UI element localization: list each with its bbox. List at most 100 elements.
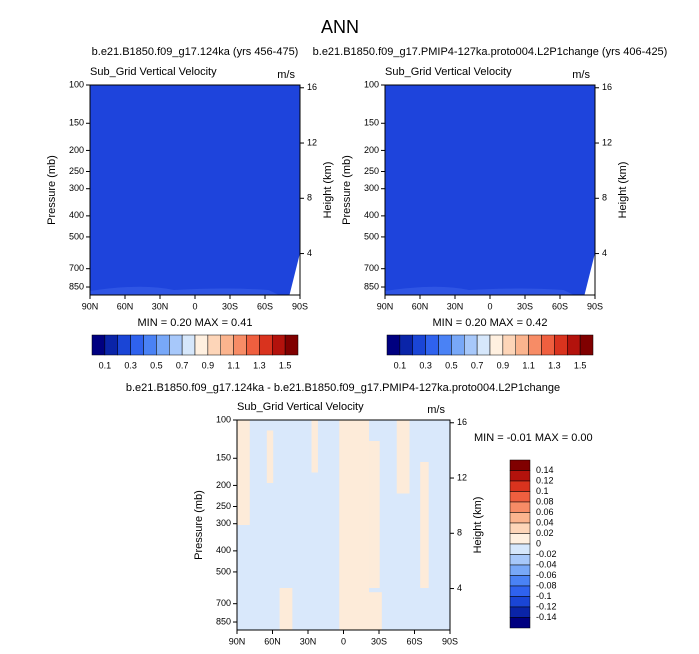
y2-axis-label: Height (km) bbox=[322, 162, 334, 219]
colorbar-label: 0.9 bbox=[497, 360, 510, 370]
colorbar-box bbox=[143, 334, 157, 356]
y-tick-label: 250 bbox=[69, 166, 84, 176]
y2-tick-label: 4 bbox=[602, 248, 607, 258]
colorbar-box bbox=[220, 334, 234, 356]
colorbar-label: 0.06 bbox=[536, 507, 554, 517]
x-tick-label: 60S bbox=[406, 636, 422, 646]
y-tick-label: 500 bbox=[69, 231, 84, 241]
colorbar-box bbox=[412, 334, 426, 356]
x-tick-label: 90N bbox=[377, 301, 394, 311]
colorbar-box bbox=[399, 334, 413, 356]
left-string: Sub_Grid Vertical Velocity bbox=[385, 66, 512, 78]
colorbar-box bbox=[509, 501, 531, 513]
y-tick-label: 200 bbox=[69, 145, 84, 155]
colorbar-box bbox=[451, 334, 465, 356]
y-axis-label: Pressure (mb) bbox=[46, 155, 58, 225]
colorbar-box bbox=[509, 470, 531, 482]
colorbar-label: -0.14 bbox=[536, 612, 557, 622]
contour-patch bbox=[90, 286, 279, 295]
colorbar-box bbox=[91, 334, 106, 356]
colorbar-label: 0.02 bbox=[536, 528, 554, 538]
colorbar-box bbox=[464, 334, 478, 356]
colorbar-label: -0.08 bbox=[536, 580, 557, 590]
y2-axis-label: Height (km) bbox=[472, 497, 484, 554]
colorbar-label: 1.5 bbox=[574, 360, 587, 370]
y-tick-label: 150 bbox=[364, 118, 379, 128]
stats: MIN = 0.20 MAX = 0.42 bbox=[433, 317, 548, 329]
y-tick-label: 700 bbox=[216, 598, 231, 608]
right-string: m/s bbox=[277, 69, 295, 81]
colorbar-label: 0.3 bbox=[124, 360, 137, 370]
colorbar-label: 0.9 bbox=[202, 360, 215, 370]
colorbar-box bbox=[194, 334, 209, 356]
y2-tick-label: 4 bbox=[457, 583, 462, 593]
x-tick-label: 30S bbox=[222, 301, 238, 311]
colorbar-label: -0.1 bbox=[536, 591, 552, 601]
colorbar-label: 0.7 bbox=[471, 360, 484, 370]
colorbar-label: 0.7 bbox=[176, 360, 189, 370]
colorbar-box bbox=[509, 459, 531, 471]
x-tick-label: 90N bbox=[229, 636, 246, 646]
colorbar-label: 1.1 bbox=[227, 360, 240, 370]
colorbar-label: 0.1 bbox=[99, 360, 112, 370]
colorbar-label: 0.5 bbox=[150, 360, 163, 370]
y2-tick-label: 16 bbox=[307, 82, 317, 92]
left-string: Sub_Grid Vertical Velocity bbox=[237, 401, 364, 413]
y2-tick-label: 16 bbox=[602, 82, 612, 92]
colorbar-box bbox=[425, 334, 439, 356]
colorbar-box bbox=[509, 596, 531, 608]
contour-patch bbox=[266, 430, 274, 483]
subtitle: b.e21.B1850.f09_g17.124ka (yrs 456-475) bbox=[92, 46, 299, 58]
colorbar-box bbox=[509, 512, 531, 524]
subtitle: b.e21.B1850.f09_g17.PMIP4-127ka.proto004… bbox=[313, 46, 668, 58]
colorbar-box bbox=[509, 522, 531, 534]
colorbar-label: 0.04 bbox=[536, 517, 554, 527]
y-tick-label: 100 bbox=[364, 79, 379, 89]
colorbar-box bbox=[509, 491, 531, 503]
y-tick-label: 500 bbox=[216, 566, 231, 576]
colorbar-label: 0.5 bbox=[445, 360, 458, 370]
y-tick-label: 100 bbox=[216, 414, 231, 424]
colorbar-label: 1.3 bbox=[253, 360, 266, 370]
contour-patch bbox=[311, 420, 318, 473]
colorbar-label: -0.06 bbox=[536, 570, 557, 580]
colorbar-box bbox=[117, 334, 131, 356]
x-tick-label: 30N bbox=[447, 301, 464, 311]
colorbar-box bbox=[284, 334, 299, 356]
colorbar-box bbox=[509, 533, 531, 545]
colorbar-label: 0.08 bbox=[536, 496, 554, 506]
y2-axis-label: Height (km) bbox=[617, 162, 629, 219]
colorbar-box bbox=[130, 334, 144, 356]
colorbar-label: 0.1 bbox=[394, 360, 407, 370]
y-tick-label: 400 bbox=[364, 210, 379, 220]
colorbar-box bbox=[156, 334, 170, 356]
contour-patch bbox=[369, 441, 380, 588]
x-tick-label: 60N bbox=[117, 301, 134, 311]
contour-patch bbox=[385, 286, 574, 295]
colorbar-label: 0.3 bbox=[419, 360, 432, 370]
colorbar-box bbox=[259, 334, 273, 356]
colorbar-box bbox=[233, 334, 247, 356]
subtitle: b.e21.B1850.f09_g17.124ka - b.e21.B1850.… bbox=[126, 382, 560, 394]
y2-tick-label: 8 bbox=[457, 528, 462, 538]
colorbar-box bbox=[509, 543, 531, 555]
y-tick-label: 850 bbox=[364, 281, 379, 291]
contour-patch bbox=[584, 253, 595, 295]
x-tick-label: 30S bbox=[517, 301, 533, 311]
y-tick-label: 500 bbox=[364, 231, 379, 241]
colorbar-box bbox=[509, 480, 531, 492]
colorbar-label: 1.1 bbox=[522, 360, 535, 370]
y-tick-label: 300 bbox=[216, 518, 231, 528]
y-tick-label: 300 bbox=[69, 183, 84, 193]
x-tick-label: 60N bbox=[264, 636, 281, 646]
colorbar-label: 0 bbox=[536, 538, 541, 548]
colorbar-label: 1.5 bbox=[279, 360, 292, 370]
stats: MIN = 0.20 MAX = 0.41 bbox=[138, 317, 253, 329]
colorbar-box bbox=[554, 334, 568, 356]
x-tick-label: 0 bbox=[341, 636, 346, 646]
colorbar-box bbox=[169, 334, 183, 356]
colorbar-box bbox=[509, 575, 531, 587]
x-tick-label: 30S bbox=[371, 636, 387, 646]
colorbar-box bbox=[567, 334, 581, 356]
